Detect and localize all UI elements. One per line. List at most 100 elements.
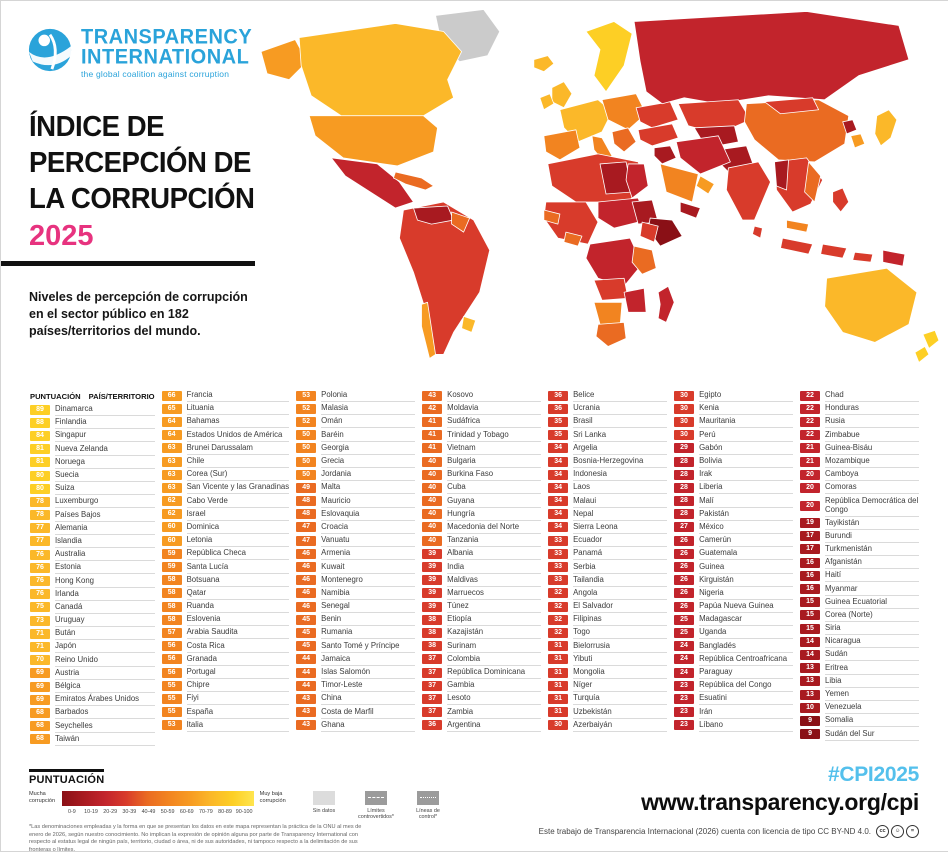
country-name: Myanmar [825,583,919,596]
country-name: Namibia [321,587,416,600]
score-chip: 56 [161,667,182,678]
logo-text-line2: INTERNATIONAL [81,45,250,69]
score-chip: 62 [161,496,182,507]
score-chip: 9 [800,715,821,726]
country-name: Canadá [55,601,155,614]
table-row: 37 Zambia [422,706,542,719]
score-chip: 39 [422,575,443,586]
table-row: 14 Sudán [800,648,919,662]
table-row: 40 Hungría [422,508,542,521]
score-chip: 58 [161,601,182,612]
map-region-syria-levant [653,145,677,165]
country-name: Libia [825,675,919,688]
country-name: Camerún [699,534,794,548]
table-row: 31 Uzbekistán [548,706,668,719]
table-column-7: 22 Chad 22 Honduras 22 Rusia 22 Zimbabue 21 Guine… [800,389,919,741]
map-region-scandinavia [585,21,633,93]
country-name: Honduras [825,402,919,416]
score-chip: 41 [422,416,443,427]
table-row: 31 Yibuti [548,653,668,666]
table-column-2: 66 Francia 65 Lituania 64 Bahamas 64 Estados Un… [161,389,290,732]
map-region-ethiopia [639,221,659,243]
world-map [245,3,947,385]
table-row: 20 Comoras [800,481,919,495]
country-name: Liberia [699,481,794,495]
table-row: 36 Ucrania [548,402,668,416]
country-name: Zimbabue [825,429,919,442]
country-name: Grecia [321,455,416,469]
country-name: Jamaica [321,653,416,666]
table-row: 39 Albania [422,547,542,561]
country-name: Estados Unidos de América [186,429,290,442]
country-name: Bahamas [186,415,290,429]
country-name: Lesoto [447,692,542,706]
score-chip: 15 [800,610,821,621]
score-chip: 34 [548,496,569,507]
table-row: 44 Jamaica [296,653,416,666]
table-row: 21 Mozambique [800,455,919,469]
country-name: Zambia [447,706,542,719]
score-chip: 22 [800,416,821,427]
country-name: Islas Salomón [321,666,416,680]
score-chip: 35 [548,430,569,441]
score-chip: 30 [674,403,695,414]
table-row: 17 Burundi [800,530,919,543]
map-region-china [744,99,850,163]
table-row: 34 Argelia [548,442,668,455]
score-chip: 25 [674,627,695,638]
table-row: 88 Finlandia [30,416,155,430]
table-row: 46 Montenegro [296,574,416,587]
score-chip: 10 [800,702,821,713]
score-chip: 45 [296,614,317,625]
table-row: 15 Siria [800,622,919,636]
map-region-malaysia [786,219,810,233]
score-chip: 50 [296,456,317,467]
legend-left-label: Mucha corrupción [29,791,56,804]
site-url[interactable]: www.transparency.org/cpi [641,789,919,815]
legend-range-label: 60-69 [179,809,194,815]
table-row: 64 Bahamas [161,415,290,429]
table-row: 77 Alemania [30,522,155,535]
table-row: 25 Uganda [674,626,794,640]
table-row: 27 México [674,521,794,534]
country-name: Tanzania [447,534,542,548]
country-name: Rumania [321,626,416,640]
score-chip: 32 [548,588,569,599]
table-row: 35 Sri Lanka [548,429,668,442]
table-row: 44 Islas Salomón [296,666,416,680]
country-name: Mauricio [321,495,416,508]
legend-range-label: 10-19 [84,809,98,815]
score-chip: 39 [422,548,443,559]
logo-tagline: the global coalition against corruption [81,69,230,79]
table-row: 43 China [296,692,416,706]
country-name: Eritrea [825,662,919,675]
table-row: 50 Georgia [296,442,416,455]
table-row: 39 India [422,560,542,574]
country-name: Santa Lucía [186,561,290,574]
country-name: Dominica [186,521,290,534]
score-chip: 59 [161,562,182,573]
score-chip: 36 [422,720,443,731]
country-name: Italia [186,719,290,732]
score-chip: 40 [422,482,443,493]
score-chip: 63 [161,482,182,493]
country-name: Trinidad y Tobago [447,429,542,442]
country-name: Filipinas [573,613,668,627]
score-chip: 76 [30,589,50,600]
score-chip: 16 [800,584,821,595]
score-chip: 42 [422,403,443,414]
score-chip: 38 [422,627,443,638]
country-name: Mongolia [573,666,668,680]
table-row: 76 Australia [30,548,155,562]
table-row: 55 España [161,706,290,719]
score-chip: 68 [30,707,50,718]
score-chip: 27 [674,522,695,533]
country-name: Brasil [573,415,668,429]
score-chip: 64 [161,416,182,427]
score-chip: 32 [548,601,569,612]
table-row: 16 Afganistán [800,556,919,570]
score-chip: 63 [161,443,182,454]
table-row: 33 Panamá [548,547,668,561]
score-chip: 36 [548,390,569,401]
